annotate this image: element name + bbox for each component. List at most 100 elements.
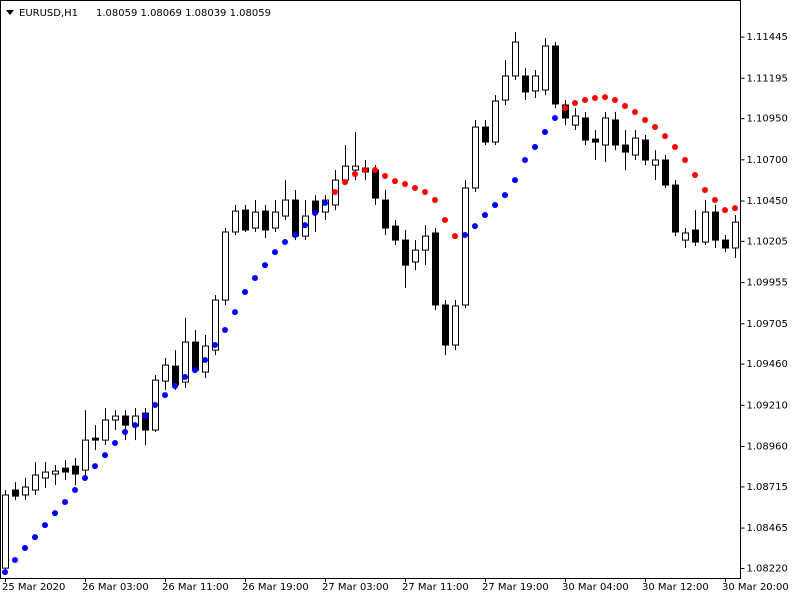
- candle-body: [502, 75, 509, 101]
- sar-dot: [212, 342, 218, 349]
- sar-dot: [642, 116, 648, 123]
- candle-body: [692, 229, 699, 243]
- sar-dot: [432, 197, 438, 204]
- sar-dot: [692, 171, 698, 178]
- sar-dot: [672, 143, 678, 150]
- sar-dot: [202, 357, 208, 364]
- sar-dot: [392, 178, 398, 185]
- candle-body: [482, 126, 489, 143]
- sar-dot: [732, 205, 738, 212]
- candle-body: [462, 187, 469, 306]
- sar-dot: [462, 231, 468, 238]
- candle-body: [212, 299, 219, 351]
- sar-dot: [682, 157, 688, 164]
- y-tick-label: 1.09955: [747, 278, 788, 289]
- x-tick-label: 26 Mar 19:00: [242, 582, 309, 593]
- sar-dot: [322, 200, 328, 207]
- sar-dot: [452, 233, 458, 240]
- sar-dot: [422, 188, 428, 195]
- sar-dot: [312, 210, 318, 217]
- candle-body: [2, 494, 9, 569]
- y-tick-label: 1.10205: [747, 236, 788, 247]
- candle-body: [252, 211, 259, 229]
- candle-body: [432, 232, 439, 306]
- sar-dot: [112, 440, 118, 447]
- x-tick-label: 27 Mar 03:00: [322, 582, 389, 593]
- candle-body: [382, 199, 389, 229]
- candle-body: [452, 305, 459, 346]
- sar-dot: [602, 94, 608, 101]
- candle-body: [32, 474, 39, 491]
- candle-body: [682, 232, 689, 241]
- y-tick-label: 1.11195: [747, 73, 788, 84]
- plot-frame: [0, 0, 741, 579]
- x-tick-label: 25 Mar 2020: [2, 582, 65, 593]
- candle-body: [292, 199, 299, 237]
- sar-dot: [352, 171, 358, 178]
- menu-arrow[interactable]: [6, 10, 14, 15]
- sar-dot: [172, 383, 178, 390]
- sar-dot: [82, 474, 88, 481]
- sar-dot: [242, 288, 248, 295]
- sar-dot: [252, 274, 258, 281]
- sar-dot: [132, 422, 138, 429]
- x-tick-label: 27 Mar 19:00: [482, 582, 549, 593]
- sar-dot: [722, 207, 728, 214]
- sar-dot: [572, 99, 578, 106]
- chart-subtitle: 1.08059 1.08069 1.08039 1.08059: [96, 8, 271, 19]
- sar-dot: [2, 569, 8, 576]
- sar-dot: [662, 133, 668, 140]
- candle-body: [62, 467, 69, 473]
- sar-dot: [282, 239, 288, 246]
- y-tick-label: 1.10700: [747, 155, 788, 166]
- sar-dot: [522, 157, 528, 164]
- sar-dot: [652, 124, 658, 131]
- sar-dot: [22, 545, 28, 552]
- x-tick-label: 30 Mar 12:00: [642, 582, 709, 593]
- x-tick-label: 30 Mar 04:00: [562, 582, 629, 593]
- candle-body: [232, 210, 239, 233]
- sar-dot: [492, 201, 498, 208]
- candle-body: [602, 117, 609, 146]
- candle-body: [352, 165, 359, 171]
- sar-dot: [612, 97, 618, 104]
- sar-dot: [122, 429, 128, 436]
- sar-dot: [712, 197, 718, 204]
- candle-body: [592, 138, 599, 143]
- candle-body: [272, 211, 279, 229]
- x-tick-label: 27 Mar 11:00: [402, 582, 469, 593]
- y-tick-label: 1.10950: [747, 114, 788, 125]
- x-tick-label: 26 Mar 11:00: [162, 582, 229, 593]
- sar-dot: [222, 327, 228, 334]
- candle-body: [582, 117, 589, 141]
- candle-body: [342, 165, 349, 181]
- candle-body: [162, 364, 169, 382]
- candle-body: [472, 126, 479, 189]
- sar-dot: [52, 510, 58, 517]
- sar-dot: [412, 185, 418, 192]
- candle-body: [722, 239, 729, 249]
- candle-body: [662, 159, 669, 186]
- y-tick-label: 1.09705: [747, 319, 788, 330]
- sar-dot: [182, 373, 188, 380]
- candle-body: [282, 199, 289, 217]
- chart-title: EURUSD,H1: [19, 8, 78, 19]
- candle-body: [22, 486, 29, 496]
- candle-body: [172, 365, 179, 386]
- sar-dot: [582, 97, 588, 104]
- candle-body: [182, 341, 189, 383]
- sar-dot: [302, 222, 308, 229]
- candle-body: [732, 221, 739, 249]
- sar-dot: [272, 249, 278, 256]
- candle-body: [192, 341, 199, 371]
- candle-body: [102, 419, 109, 441]
- candle-body: [572, 115, 579, 126]
- candle-body: [512, 41, 519, 77]
- sar-dot: [192, 367, 198, 374]
- candle-body: [242, 209, 249, 231]
- candle-body: [112, 415, 119, 421]
- sar-dot: [542, 128, 548, 135]
- candle-body: [422, 235, 429, 251]
- sar-dot: [622, 102, 628, 109]
- candle-body: [92, 437, 99, 441]
